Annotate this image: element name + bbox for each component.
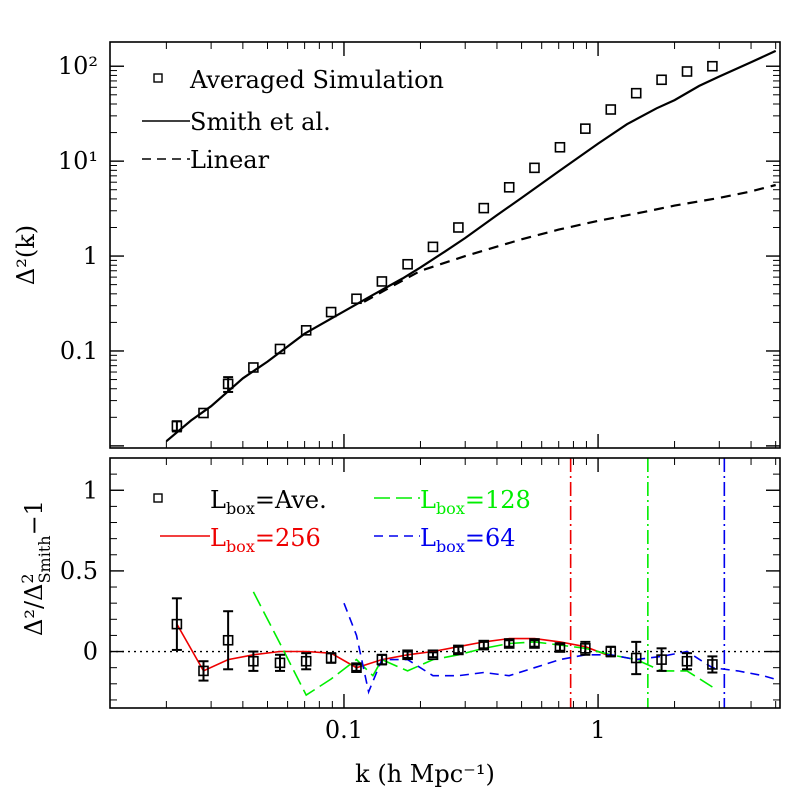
ave-point <box>580 643 591 654</box>
lower-legend: Lbox=Ave. Lbox=128 Lbox=256 Lbox=64 <box>153 486 531 556</box>
sim-point <box>580 123 591 134</box>
sim-point <box>478 202 490 214</box>
lower-y-tick-label: 0 <box>83 638 98 666</box>
legend-label-smith: Smith et al. <box>190 108 331 136</box>
upper-y-tick-label: 0.1 <box>60 337 98 365</box>
legend-marker-ave <box>153 493 163 503</box>
ave-point <box>248 655 259 667</box>
ave-point <box>376 654 388 665</box>
upper-y-tick-label: 10¹ <box>58 147 98 175</box>
series-smith <box>165 49 777 443</box>
ave-point <box>325 652 337 664</box>
lower-y-tick-label: 0.5 <box>60 557 98 585</box>
sim-point <box>171 420 183 432</box>
sim-point <box>681 66 693 77</box>
lower-panel: 0 0.5 1 0.1 1 <box>60 457 781 744</box>
lower-y-tick-label: 1 <box>83 476 98 504</box>
ave-point <box>478 639 490 651</box>
sim-point <box>376 276 388 287</box>
sim-point <box>529 162 540 174</box>
x-tick-label: 0.1 <box>325 716 363 744</box>
sim-point <box>351 293 362 305</box>
ave-point <box>503 638 515 649</box>
ave-point <box>630 652 642 664</box>
ave-point <box>351 662 362 673</box>
ave-point <box>707 659 718 670</box>
sim-point <box>402 258 413 270</box>
series-linear <box>363 183 776 303</box>
legend-label-simulation: Averaged Simulation <box>189 66 444 94</box>
sim-point <box>427 241 439 253</box>
sim-point <box>325 306 337 318</box>
sim-point <box>554 141 566 153</box>
sim-point <box>503 182 515 193</box>
sim-point <box>656 74 667 86</box>
sim-point <box>198 407 209 419</box>
ave-point <box>605 646 617 657</box>
series-lbox-256 <box>176 623 612 672</box>
ave-point <box>656 654 667 665</box>
upper-y-axis-label: Δ²(k) <box>12 225 40 285</box>
upper-axes-frame <box>109 41 781 449</box>
ave-point <box>554 642 566 653</box>
lower-axes-frame <box>109 457 781 709</box>
ave-point <box>300 655 312 667</box>
ave-point <box>222 634 234 646</box>
legend-label-linear: Linear <box>190 146 270 174</box>
upper-y-tick-label: 10² <box>58 52 98 80</box>
sim-point <box>453 222 464 233</box>
ave-point <box>402 649 413 661</box>
ave-point <box>529 638 540 649</box>
x-axis-label: k (h Mpc⁻¹) <box>355 760 495 788</box>
upper-panel: 0.1 1 10¹ 10² <box>58 41 781 449</box>
sim-point <box>605 104 617 115</box>
legend-label-64: Lbox=64 <box>420 524 516 556</box>
ave-point <box>427 649 439 661</box>
sim-point <box>707 60 718 72</box>
upper-legend: Averaged Simulation Smith et al. Linear <box>142 66 444 174</box>
legend-label-256: Lbox=256 <box>210 524 321 556</box>
ave-point <box>171 618 183 630</box>
lower-y-axis-label: Δ²/Δ2Smith−1 <box>18 500 54 636</box>
sim-point <box>300 325 312 336</box>
ave-point <box>681 655 693 667</box>
ave-point <box>453 644 464 656</box>
legend-label-ave: Lbox=Ave. <box>210 486 327 518</box>
sim-point <box>222 378 234 390</box>
sim-point <box>630 87 642 99</box>
x-tick-label: 1 <box>590 716 605 744</box>
ave-point <box>198 665 209 677</box>
upper-y-tick-label: 1 <box>83 242 98 270</box>
legend-marker-simulation <box>153 73 163 83</box>
ave-point <box>274 657 286 669</box>
legend-label-128: Lbox=128 <box>420 486 531 518</box>
sim-point <box>274 343 286 355</box>
sim-point <box>248 362 259 373</box>
